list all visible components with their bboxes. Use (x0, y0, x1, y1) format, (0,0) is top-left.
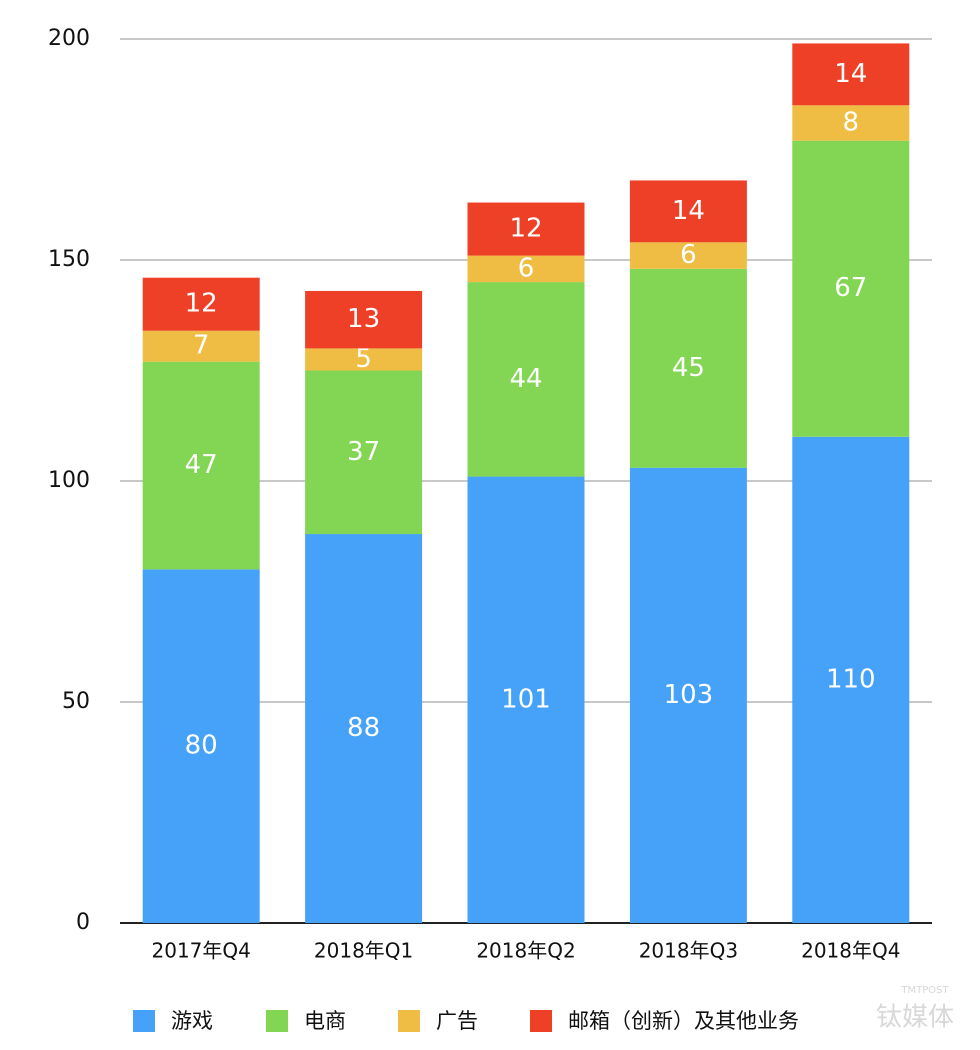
y-tick-label: 150 (48, 247, 90, 272)
bar-segment (629, 268, 747, 468)
bar-segment (792, 43, 910, 106)
y-tick-label: 100 (48, 468, 90, 493)
legend-swatch (266, 1010, 288, 1032)
watermark: 钛媒体 (876, 1003, 954, 1033)
x-tick-label: 2017年Q4 (152, 939, 251, 963)
data-label: 13 (347, 304, 380, 334)
data-label: 44 (509, 364, 542, 394)
data-label: 5 (355, 344, 372, 374)
legend-swatch (133, 1010, 155, 1032)
x-tick-label: 2018年Q3 (639, 939, 738, 963)
bar-segment (792, 105, 910, 141)
bar-segment (305, 290, 423, 349)
legend-swatch (530, 1010, 552, 1032)
watermark-sub: TMTPOST (900, 985, 949, 996)
bar-segment (142, 569, 260, 923)
y-tick-label: 200 (48, 26, 90, 51)
data-label: 6 (680, 240, 697, 270)
bar-segment (629, 180, 747, 243)
legend-label: 游戏 (171, 1009, 213, 1033)
data-label: 88 (347, 713, 380, 743)
data-label: 12 (509, 214, 542, 244)
bar-segment (629, 242, 747, 269)
legend-label: 电商 (304, 1009, 346, 1033)
x-tick-label: 2018年Q2 (476, 939, 575, 963)
y-tick-label: 50 (62, 689, 90, 714)
data-label: 12 (185, 289, 218, 319)
legend-label: 广告 (436, 1009, 478, 1033)
bar-segment (467, 255, 585, 283)
data-label: 7 (193, 331, 210, 361)
bar-segment (467, 282, 585, 477)
x-tick-label: 2018年Q4 (801, 939, 900, 963)
bar-segment (142, 361, 260, 570)
legend-label: 邮箱（创新）及其他业务 (568, 1009, 799, 1033)
bar-segment (792, 436, 910, 923)
bar-segment (629, 467, 747, 923)
bar-segment (467, 476, 585, 923)
bar-segment (467, 202, 585, 256)
data-label: 45 (672, 353, 705, 383)
data-label: 101 (501, 684, 551, 714)
data-label: 47 (185, 450, 218, 480)
data-label: 110 (826, 664, 876, 694)
bar-segment (305, 534, 423, 923)
data-label: 14 (672, 196, 705, 226)
legend-swatch (398, 1010, 420, 1032)
bar-segment (305, 370, 423, 535)
data-label: 67 (834, 273, 867, 303)
bar-segment (305, 348, 423, 371)
y-tick-label: 0 (76, 910, 90, 935)
bar-segment (142, 277, 260, 331)
bar-segment (792, 140, 910, 437)
data-label: 80 (185, 731, 218, 761)
data-label: 103 (664, 680, 714, 710)
x-tick-label: 2018年Q1 (314, 939, 413, 963)
data-label: 8 (843, 107, 860, 137)
data-label: 6 (518, 253, 535, 283)
data-label: 37 (347, 437, 380, 467)
data-label: 14 (834, 59, 867, 89)
bar-segment (142, 330, 260, 362)
